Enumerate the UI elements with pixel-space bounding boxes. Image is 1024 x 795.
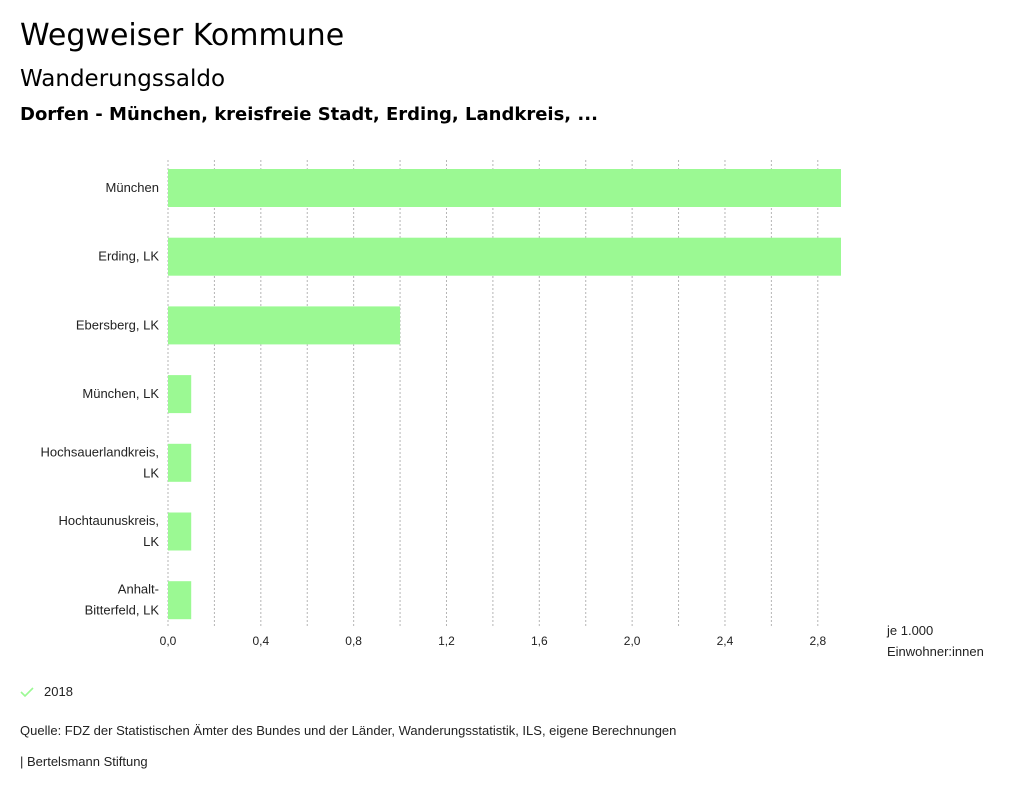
x-tick-label: 2,4 (717, 634, 734, 648)
x-tick-label: 1,2 (438, 634, 455, 648)
x-tick-label: 2,0 (624, 634, 641, 648)
category-label: Anhalt- (118, 582, 159, 597)
x-tick-label: 0,8 (345, 634, 362, 648)
bar[interactable] (168, 306, 401, 345)
bar[interactable] (168, 237, 841, 276)
region-selection: Dorfen - München, kreisfreie Stadt, Erdi… (20, 104, 598, 125)
category-label: München, LK (82, 386, 159, 401)
x-tick-label: 0,0 (160, 634, 177, 648)
category-label: LK (143, 534, 159, 549)
category-label: Ebersberg, LK (76, 317, 159, 332)
legend-label: 2018 (44, 684, 73, 699)
category-label: Hochsauerlandkreis, (40, 444, 159, 459)
source-note: Quelle: FDZ der Statistischen Ämter des … (20, 723, 677, 738)
x-tick-label: 1,6 (531, 634, 548, 648)
category-label: Hochtaunuskreis, (59, 513, 159, 528)
chart-title: Wegweiser Kommune (20, 18, 345, 53)
x-axis-ticks: 0,0 0,4 0,8 1,2 1,6 2,0 2,4 2,8 (160, 634, 827, 648)
gridlines (167, 160, 819, 628)
x-tick-label: 0,4 (252, 634, 269, 648)
bar[interactable] (168, 443, 192, 482)
category-labels: München Erding, LK Ebersberg, LK München, L… (40, 180, 159, 618)
legend-item-2018[interactable]: 2018 (20, 684, 73, 699)
bar[interactable] (168, 512, 192, 551)
bar[interactable] (168, 581, 192, 620)
credit-note: | Bertelsmann Stiftung (20, 754, 148, 769)
x-axis-unit-line-2: Einwohner:innen (887, 644, 984, 659)
bar-chart: München Erding, LK Ebersberg, LK München, L… (40, 160, 984, 659)
bars (168, 169, 841, 620)
x-tick-label: 2,8 (809, 634, 826, 648)
x-axis-unit-line-1: je 1.000 (886, 623, 933, 638)
check-icon (20, 686, 34, 697)
category-label: München (106, 180, 159, 195)
category-label: Bitterfeld, LK (85, 603, 160, 618)
category-label: Erding, LK (98, 249, 159, 264)
bar[interactable] (168, 375, 192, 414)
category-label: LK (143, 465, 159, 480)
bar[interactable] (168, 169, 841, 207)
chart-subtitle: Wanderungssaldo (20, 66, 226, 92)
